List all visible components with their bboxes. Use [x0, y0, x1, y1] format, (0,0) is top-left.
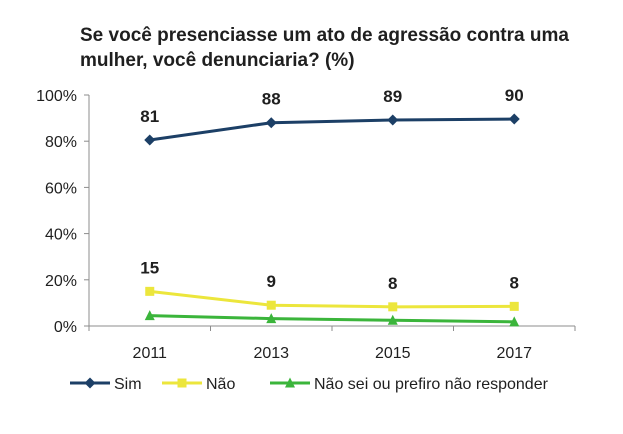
data-label-0-1: 88 [262, 90, 281, 109]
data-point-0-2 [387, 114, 399, 126]
data-point-2-3 [509, 316, 520, 327]
data-point-2-1 [266, 313, 277, 324]
series-markers [144, 113, 520, 327]
chart-title-line-1: Se você presenciasse um ato de agressão … [80, 25, 569, 46]
y-tick-label: 80% [45, 134, 77, 151]
y-tick-label: 60% [45, 180, 77, 197]
chart-title-line-2: mulher, você denunciaria? (%) [80, 50, 355, 71]
series-line-0 [149, 117, 515, 142]
data-point-0-0 [144, 134, 156, 146]
series-line-2 [149, 314, 515, 324]
legend-marker-1 [177, 378, 187, 388]
data-label-1-0: 15 [140, 258, 159, 277]
data-label-1-2: 8 [388, 274, 397, 293]
data-label-1-1: 9 [267, 272, 276, 291]
y-tick-label: 40% [45, 227, 77, 244]
data-point-2-2 [387, 314, 398, 325]
data-label-0-0: 81 [140, 107, 159, 126]
y-tick-label: 0% [54, 319, 77, 336]
y-tick-label: 100% [36, 88, 77, 105]
data-point-0-1 [265, 117, 277, 129]
legend-label-0: Sim [114, 376, 142, 393]
legend: Sim Não Não sei ou prefiro não responder [70, 376, 549, 393]
series-line-1 [149, 289, 515, 309]
x-tick-label: 2013 [253, 345, 289, 362]
data-point-1-1 [266, 300, 276, 310]
data-point-1-2 [388, 302, 398, 312]
axes: 0% 20% 40% 60% 80% 100% 2011 2013 2015 2017 [36, 88, 576, 362]
x-tick-label: 2011 [133, 345, 168, 362]
legend-marker-0 [84, 377, 96, 389]
y-tick-label: 20% [45, 273, 77, 290]
data-label-0-3: 90 [505, 86, 524, 105]
x-tick-label: 2017 [496, 345, 532, 362]
legend-label-1: Não [206, 376, 235, 393]
data-label-0-2: 89 [383, 87, 402, 106]
x-tick-label: 2015 [375, 345, 411, 362]
legend-label-2: Não sei ou prefiro não responder [314, 376, 549, 393]
data-label-1-3: 8 [510, 273, 519, 292]
legend-marker-2 [285, 377, 295, 388]
data-point-0-3 [508, 113, 520, 125]
data-point-1-0 [145, 286, 155, 296]
data-point-1-3 [509, 301, 519, 311]
data-point-2-0 [144, 310, 155, 321]
series-lines [149, 117, 515, 324]
